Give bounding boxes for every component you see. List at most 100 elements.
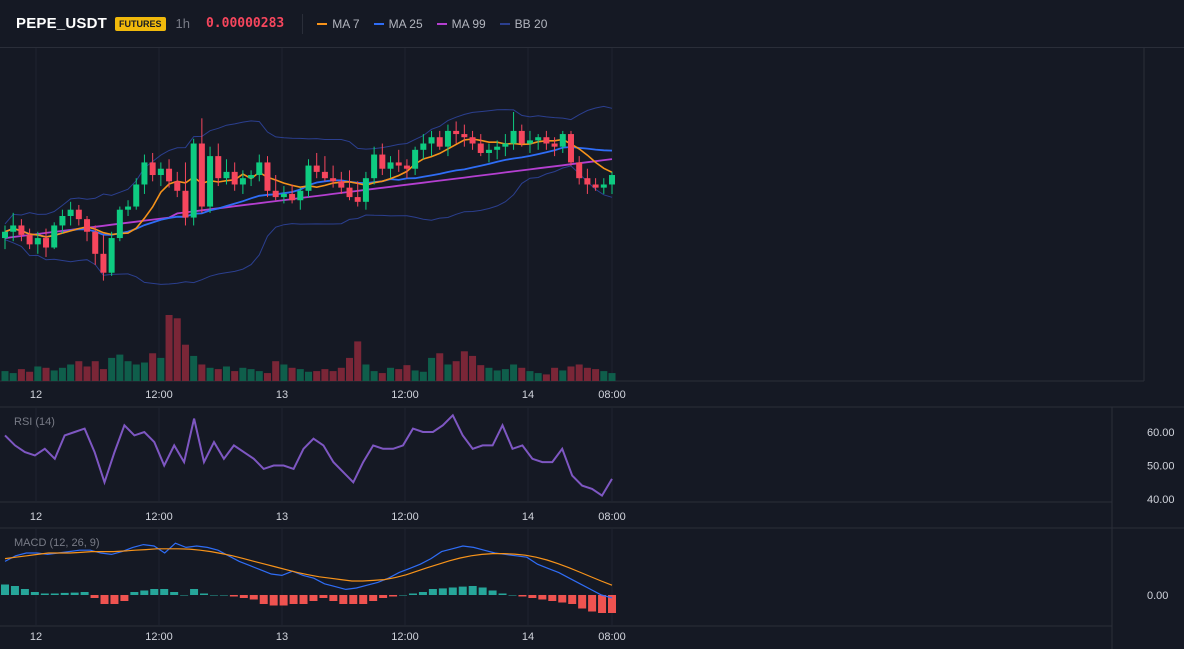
macd-histogram-bar (528, 595, 537, 598)
candle-body (338, 181, 345, 188)
header-divider (302, 13, 304, 34)
volume-bar (181, 344, 189, 381)
volume-bar (75, 361, 83, 381)
macd-histogram-bar (180, 595, 189, 596)
candle-body (502, 143, 509, 147)
macd-histogram-bar (428, 589, 437, 595)
volume-bar (329, 371, 337, 381)
candle-body (584, 178, 591, 185)
volume-bar (247, 369, 255, 381)
volume-bar (263, 373, 271, 381)
candle-body (215, 156, 222, 179)
candle-body (18, 225, 25, 235)
candle-body (149, 162, 156, 176)
candle-body (379, 154, 386, 169)
macd-histogram-bar (299, 595, 308, 604)
volume-bar (411, 370, 419, 381)
macd-histogram-bar (339, 595, 348, 604)
volume-bar (26, 371, 34, 381)
candle-body (198, 143, 205, 207)
macd-histogram-bar (10, 586, 19, 595)
volume-bar (559, 370, 567, 381)
candle-body (494, 146, 501, 150)
macd-histogram-bar (80, 592, 89, 595)
volume-bar (460, 351, 468, 381)
volume-bar (83, 366, 91, 381)
legend-item[interactable]: MA 99 (436, 16, 486, 31)
volume-bar (321, 369, 329, 381)
macd-histogram-bar (309, 595, 318, 601)
volume-bar (231, 371, 239, 381)
candle-body (43, 238, 50, 248)
bb-upper-line (4, 105, 613, 225)
macd-histogram-bar (448, 587, 457, 595)
macd-histogram-bar (548, 595, 557, 601)
candle-body (609, 175, 615, 185)
macd-histogram-bar (508, 595, 517, 596)
timeframe-selector[interactable]: 1h (175, 16, 190, 31)
candle-body (526, 140, 533, 144)
candle-body (559, 134, 566, 147)
candle-body (461, 134, 468, 138)
candle-body (51, 225, 58, 248)
legend-item[interactable]: MA 7 (317, 17, 360, 31)
macd-histogram-bar (150, 589, 159, 595)
candle-body (395, 162, 402, 166)
volume-bar (280, 364, 288, 381)
futures-badge: FUTURES (115, 16, 166, 31)
candle-body (518, 130, 525, 144)
macd-histogram-bar (389, 595, 398, 597)
macd-histogram-bar (329, 595, 338, 601)
candle-body (239, 178, 246, 185)
candle-body (100, 253, 107, 273)
candle-body (453, 130, 460, 135)
macd-histogram-bar (538, 595, 547, 600)
macd-histogram-bar (319, 595, 328, 598)
volume-bar (91, 361, 99, 381)
volume-bar (157, 357, 165, 381)
macd-histogram-bar (608, 595, 616, 613)
volume-bar (272, 361, 280, 381)
legend-label: BB 20 (514, 16, 548, 31)
macd-histogram-bar (170, 592, 179, 595)
volume-bar (50, 370, 58, 381)
candle-body (420, 143, 427, 150)
macd-histogram-bar (408, 593, 417, 595)
macd-histogram-bar (349, 595, 358, 604)
volume-bar (198, 364, 206, 381)
candle-body (387, 162, 394, 169)
macd-histogram-bar (468, 586, 477, 595)
time-axis-label: 13 (276, 511, 288, 523)
candle-body (59, 216, 66, 226)
candle-body (141, 162, 148, 185)
macd-histogram-bar (40, 593, 49, 595)
legend-label: MA 99 (451, 16, 486, 31)
macd-histogram-bar (588, 595, 597, 612)
volume-bar (296, 369, 304, 381)
volume-bar (305, 371, 312, 381)
rsi-axis-tick: 40.00 (1147, 494, 1175, 506)
candle-body (108, 238, 115, 273)
time-axis-label: 14 (522, 511, 534, 523)
macd-histogram-bar (200, 593, 209, 595)
symbol-name[interactable]: PEPE_USDT (16, 15, 107, 32)
candle-body (133, 184, 140, 207)
volume-bar (214, 369, 222, 381)
legend-item[interactable]: MA 25 (373, 17, 423, 31)
macd-signal-line (4, 548, 613, 586)
volume-bar (600, 371, 608, 381)
candle-body (485, 149, 492, 153)
time-axis-label: 13 (276, 631, 288, 643)
candle-body (510, 130, 517, 144)
legend-item[interactable]: BB 20 (499, 16, 548, 31)
candle-body (182, 190, 189, 218)
candle-body (2, 231, 8, 239)
candle-body (551, 143, 558, 147)
candle-body (264, 162, 271, 191)
macd-histogram-bar (229, 595, 238, 597)
candle-body (256, 162, 263, 176)
candle-body (297, 190, 304, 201)
volume-bar (58, 367, 66, 381)
legend-swatch (373, 22, 384, 25)
